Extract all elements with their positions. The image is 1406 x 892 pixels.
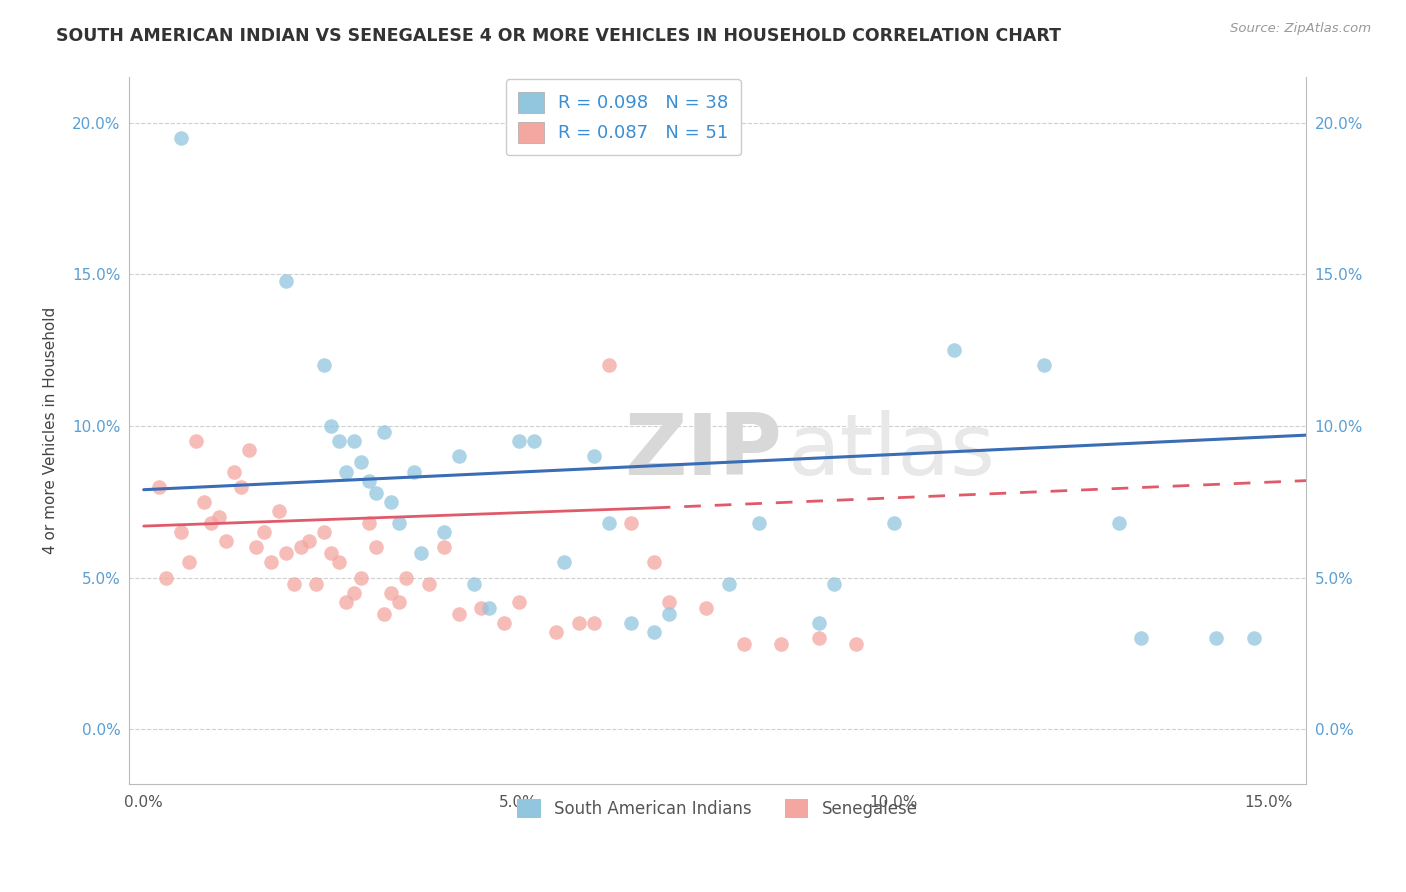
Point — [553, 556, 575, 570]
Point — [215, 534, 238, 549]
Point — [1130, 632, 1153, 646]
Point — [321, 546, 343, 560]
Point — [350, 455, 373, 469]
Point — [290, 541, 312, 555]
Point — [312, 525, 335, 540]
Point — [643, 625, 665, 640]
Text: ZIP: ZIP — [624, 410, 782, 493]
Point — [492, 616, 515, 631]
Point — [260, 556, 283, 570]
Point — [328, 556, 350, 570]
Point — [402, 465, 425, 479]
Text: Source: ZipAtlas.com: Source: ZipAtlas.com — [1230, 22, 1371, 36]
Point — [508, 434, 530, 449]
Point — [193, 495, 215, 509]
Point — [433, 525, 456, 540]
Point — [380, 495, 402, 509]
Point — [598, 516, 620, 530]
Legend: South American Indians, Senegalese: South American Indians, Senegalese — [510, 792, 924, 825]
Point — [177, 556, 200, 570]
Point — [350, 571, 373, 585]
Point — [1205, 632, 1227, 646]
Point — [643, 556, 665, 570]
Point — [366, 541, 388, 555]
Point — [770, 637, 793, 651]
Point — [658, 607, 681, 621]
Point — [658, 595, 681, 609]
Point — [245, 541, 267, 555]
Point — [343, 434, 366, 449]
Point — [155, 571, 177, 585]
Point — [433, 541, 456, 555]
Point — [170, 525, 193, 540]
Point — [1108, 516, 1130, 530]
Point — [170, 131, 193, 145]
Point — [508, 595, 530, 609]
Point — [366, 485, 388, 500]
Point — [335, 595, 357, 609]
Point — [388, 595, 411, 609]
Point — [807, 632, 830, 646]
Point — [470, 601, 492, 615]
Point — [321, 419, 343, 434]
Point — [328, 434, 350, 449]
Point — [343, 586, 366, 600]
Point — [305, 576, 328, 591]
Point — [298, 534, 321, 549]
Point — [478, 601, 501, 615]
Point — [1243, 632, 1265, 646]
Point — [748, 516, 770, 530]
Point — [582, 616, 605, 631]
Point — [357, 474, 380, 488]
Point — [373, 425, 395, 439]
Point — [883, 516, 905, 530]
Point — [717, 576, 740, 591]
Point — [186, 434, 208, 449]
Point — [418, 576, 440, 591]
Point — [395, 571, 418, 585]
Point — [845, 637, 868, 651]
Point — [312, 359, 335, 373]
Point — [823, 576, 845, 591]
Point — [222, 465, 245, 479]
Point — [357, 516, 380, 530]
Point — [582, 450, 605, 464]
Point — [283, 576, 305, 591]
Point — [447, 607, 470, 621]
Point — [200, 516, 222, 530]
Point — [231, 480, 253, 494]
Point — [380, 586, 402, 600]
Point — [523, 434, 546, 449]
Point — [276, 274, 298, 288]
Text: SOUTH AMERICAN INDIAN VS SENEGALESE 4 OR MORE VEHICLES IN HOUSEHOLD CORRELATION : SOUTH AMERICAN INDIAN VS SENEGALESE 4 OR… — [56, 27, 1062, 45]
Point — [208, 510, 231, 524]
Point — [620, 616, 643, 631]
Point — [546, 625, 568, 640]
Point — [447, 450, 470, 464]
Point — [373, 607, 395, 621]
Y-axis label: 4 or more Vehicles in Household: 4 or more Vehicles in Household — [44, 307, 58, 554]
Point — [807, 616, 830, 631]
Point — [695, 601, 717, 615]
Point — [335, 465, 357, 479]
Point — [620, 516, 643, 530]
Point — [148, 480, 170, 494]
Point — [388, 516, 411, 530]
Point — [276, 546, 298, 560]
Point — [267, 504, 290, 518]
Point — [942, 343, 965, 358]
Point — [238, 443, 260, 458]
Point — [733, 637, 755, 651]
Point — [568, 616, 591, 631]
Point — [253, 525, 276, 540]
Point — [598, 359, 620, 373]
Text: atlas: atlas — [789, 410, 995, 493]
Point — [463, 576, 485, 591]
Point — [1032, 359, 1054, 373]
Point — [411, 546, 433, 560]
